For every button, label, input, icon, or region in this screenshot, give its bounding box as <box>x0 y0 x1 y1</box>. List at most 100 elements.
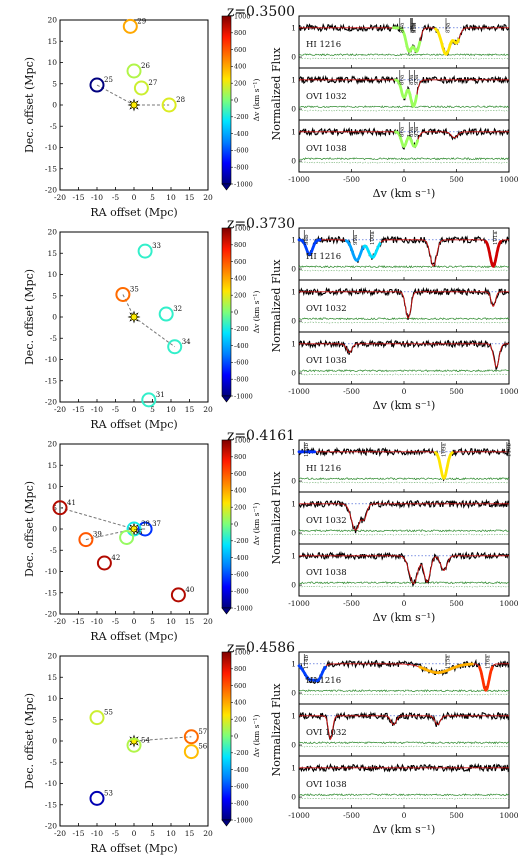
map-xtick-label: 20 <box>203 617 213 626</box>
component-marker-label: 93a <box>414 74 420 85</box>
map-ytick-label: 5 <box>52 79 57 88</box>
panel-1: z=0.3730-20 -15 -10 -5 0 5 10 15 2020151050-5-10… <box>23 216 519 431</box>
colorbar-tick-label: -400 <box>234 766 249 774</box>
map-xtick-label: 15 <box>185 193 195 202</box>
spec-ytick-label: 1 <box>291 23 296 32</box>
galaxy-label: 27 <box>148 79 157 87</box>
colorbar-tick-label: 800 <box>234 453 246 461</box>
map-xtick-label: 5 <box>150 617 155 626</box>
spectrum-frame <box>298 439 510 493</box>
spec-ytick-label: 0 <box>291 793 296 802</box>
colorbar-tick-label: 600 <box>234 682 246 690</box>
colorbar-tick-label: -200 <box>234 113 249 121</box>
colorbar-tick-label: 200 <box>234 504 246 512</box>
component-fit <box>392 26 422 54</box>
component-fit <box>362 242 382 259</box>
error-spectrum <box>299 369 510 373</box>
map-xtick-label: 20 <box>203 193 213 202</box>
map-xtick-label: -5 <box>112 405 120 414</box>
residual-spectrum <box>298 57 510 60</box>
map-ytick-label: 20 <box>47 440 57 449</box>
map-ytick-label: 0 <box>52 101 57 110</box>
residual-spectrum <box>298 533 510 536</box>
component-marker-label: 89a <box>409 74 415 85</box>
map-ytick-label: 20 <box>47 228 57 237</box>
colorbar-tick-label: -1000 <box>234 180 253 188</box>
colorbar-tick-label: 800 <box>234 29 246 37</box>
galaxy-marker <box>183 744 199 760</box>
component-marker-label: 99a <box>353 234 359 245</box>
colorbar-tick-label: -1000 <box>234 816 253 824</box>
spec-xlabel: Δv (km s⁻¹) <box>373 611 436 624</box>
spectrum-panel: 0 1 114b 115a 116a HI 1216 <box>291 651 510 705</box>
map-xtick-label: 0 <box>132 193 137 202</box>
galaxy-marker <box>126 521 142 537</box>
colorbar-tick-label: -600 <box>234 783 249 791</box>
galaxy-marker <box>119 530 135 545</box>
map-ytick-label: -20 <box>45 398 57 407</box>
spec-xtick-label: 1000 <box>499 387 518 396</box>
map-ytick-label: -10 <box>45 143 57 152</box>
galaxy-label: 25 <box>104 76 113 84</box>
component-fit <box>418 662 474 674</box>
colorbar-tick-label: -600 <box>234 147 249 155</box>
map-ylabel: Dec. offset (Mpc) <box>23 693 36 789</box>
map-ytick-label: -20 <box>45 186 57 195</box>
model-fit <box>299 555 509 585</box>
spec-xtick-label: 1000 <box>499 599 518 608</box>
colorbar-tick-label: 0 <box>234 732 238 740</box>
map-ylabel: Dec. offset (Mpc) <box>23 57 36 153</box>
panel-2: z=0.4161-20 -15 -10 -5 0 5 10 15 2020151050-5-10… <box>23 428 519 643</box>
colorbar-tick-label: 800 <box>234 665 246 673</box>
residual-spectrum <box>298 269 510 272</box>
component-fit <box>478 666 494 692</box>
map-ytick-label: 20 <box>47 16 57 25</box>
spec-xlabel: Δv (km s⁻¹) <box>373 187 436 200</box>
spectrum-frame <box>298 67 510 121</box>
residual-spectrum <box>298 745 510 748</box>
spec-ylabel: Normalized Flux <box>270 47 283 141</box>
quasar-star-icon <box>127 310 141 324</box>
flux-spectrum <box>298 762 510 773</box>
spec-xtick-label: -1000 <box>288 599 310 608</box>
spectrum-frame <box>298 755 510 809</box>
spec-ytick-label: 1 <box>291 659 296 668</box>
spec-xtick-label: 500 <box>449 175 464 184</box>
component-marker-label: 93a <box>412 22 418 33</box>
panel-title: z=0.4161 <box>227 428 295 444</box>
colorbar-tick-label: -400 <box>234 342 249 350</box>
ion-label: OVI 1038 <box>306 780 347 790</box>
colorbar-tick-label: 600 <box>234 470 246 478</box>
map-xtick-label: 0 <box>132 829 137 838</box>
spec-ytick-label: 1 <box>291 711 296 720</box>
component-marker-label: 109a <box>441 443 447 457</box>
map-ytick-label: 5 <box>52 715 57 724</box>
colorbar-tick-label: 0 <box>234 308 238 316</box>
map-ytick-label: -5 <box>50 758 58 767</box>
spec-xtick-label: -500 <box>343 811 360 820</box>
error-spectrum <box>298 105 510 109</box>
component-marker-label: 89a <box>410 22 416 33</box>
colorbar-tick-label: -800 <box>234 164 249 172</box>
colorbar-tick-label: 200 <box>234 292 246 300</box>
component-marker-label: 110b <box>506 443 512 457</box>
spec-ytick-label: 0 <box>291 581 296 590</box>
map-ylabel: Dec. offset (Mpc) <box>23 481 36 577</box>
spec-ytick-label: 1 <box>291 339 296 348</box>
ion-label: OVI 1038 <box>306 144 347 154</box>
galaxy-marker <box>141 392 157 408</box>
model-fit <box>298 239 509 267</box>
galaxy-marker <box>158 306 174 322</box>
galaxy-label: 28 <box>176 96 185 104</box>
map-xtick-label: 5 <box>150 405 155 414</box>
colorbar-tick-label: -800 <box>234 588 249 596</box>
galaxy-label: 54 <box>141 736 150 744</box>
map-xtick-label: 20 <box>203 829 213 838</box>
component-fit <box>394 78 418 108</box>
galaxy-label: 41 <box>67 499 76 507</box>
panel-0: z=0.3500-20 -15 -10 -5 0 5 10 15 2020151050-5-10… <box>23 4 519 219</box>
map-ytick-label: -20 <box>45 822 57 831</box>
quasar-star-icon <box>127 98 141 112</box>
spec-xtick-label: -500 <box>343 387 360 396</box>
map-ytick-label: -20 <box>45 610 57 619</box>
